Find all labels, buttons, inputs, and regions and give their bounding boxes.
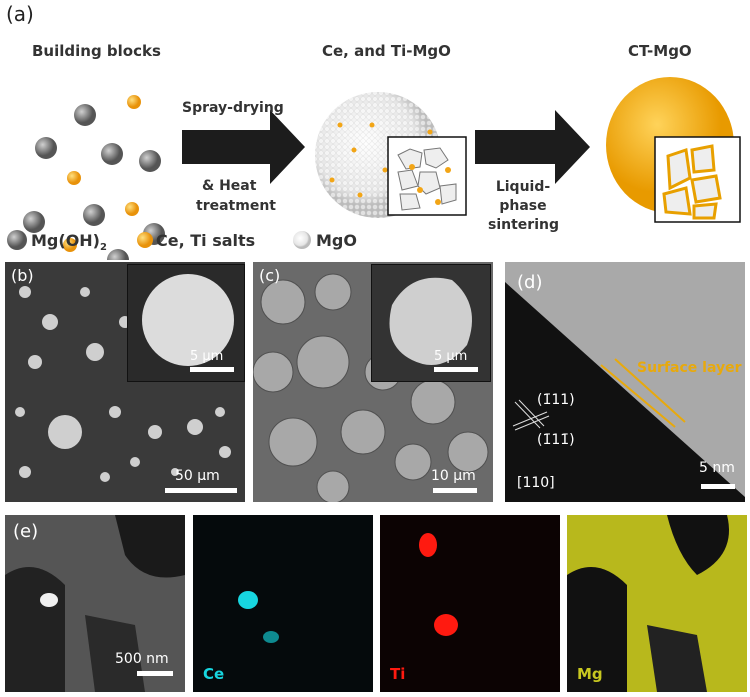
sintering-label: Liquid-phase sintering [488, 178, 559, 235]
heat-label-2: treatment [196, 198, 276, 214]
legend-mgoh2: Mg(OH)2 [31, 231, 107, 253]
legend-salts: Ce, Ti salts [156, 231, 256, 250]
arrow-liquid-phase-sintering [475, 110, 590, 184]
panel-e-label: (e) [13, 521, 39, 542]
panel-c-sem: 5 μm (c) 10 μm [253, 262, 493, 502]
panel-c-inset: 5 μm [371, 264, 491, 382]
inset-scale-b: 5 μm [190, 349, 224, 364]
panel-a-label: (a) [6, 2, 34, 26]
scalebar-e [137, 671, 173, 676]
panel-d-tem: (d) Surface layer (1̄11) (1̄11̄) [110] 5… [505, 262, 745, 502]
building-blocks-title: Building blocks [32, 42, 161, 60]
tem-image [505, 282, 745, 502]
sem-particles-b [15, 286, 231, 482]
panel-b-inset: 5 μm [127, 264, 245, 382]
panel-e-stem: (e) 500 nm [5, 515, 185, 692]
plane-label-1: (1̄11) [537, 392, 575, 408]
scale-e: 500 nm [115, 651, 169, 667]
mg-label: Mg [577, 665, 603, 683]
ce-label: Ce [203, 665, 225, 683]
legend-mgoh2-sub: 2 [100, 242, 107, 254]
building-block-particles [23, 95, 165, 260]
sintering-line-2: phase [499, 198, 547, 214]
panel-b-label: (b) [11, 266, 34, 285]
panel-e-ce-map: Ce [193, 515, 373, 692]
spray-drying-label: Spray-drying [182, 100, 284, 116]
ce-ti-mgo-title: Ce, and Ti-MgO [322, 42, 451, 60]
inset-scalebar-c [434, 367, 478, 372]
inset-scale-c: 5 μm [434, 349, 468, 364]
legend-mgo: MgO [316, 231, 357, 250]
scale-d: 5 nm [699, 460, 735, 476]
panel-e-mg-map: Mg [567, 515, 747, 692]
scale-b: 50 μm [175, 468, 220, 484]
heat-label-1: & Heat [202, 178, 257, 194]
ti-label: Ti [390, 665, 406, 683]
scale-c: 10 μm [431, 468, 476, 484]
scalebar-d [701, 484, 735, 489]
panel-e-ti-map: Ti [380, 515, 560, 692]
scalebar-b [165, 488, 237, 493]
sintering-line-1: Liquid- [495, 179, 551, 195]
ct-mgo-title: CT-MgO [628, 42, 692, 60]
zone-axis-label: [110] [517, 475, 555, 491]
panel-c-label: (c) [259, 266, 281, 285]
panel-b-sem: 5 μm (b) 50 μm [5, 262, 245, 502]
schematic-diagram [7, 77, 741, 260]
panel-d-label: (d) [517, 272, 543, 293]
legend-mgoh2-text: Mg(OH) [31, 231, 100, 250]
arrow-spray-drying [182, 110, 305, 184]
plane-label-2: (1̄11̄) [537, 432, 575, 448]
surface-layer-label: Surface layer [637, 360, 742, 376]
scalebar-c [433, 488, 477, 493]
inset-scalebar-b [190, 367, 234, 372]
sintering-line-3: sintering [488, 217, 559, 233]
